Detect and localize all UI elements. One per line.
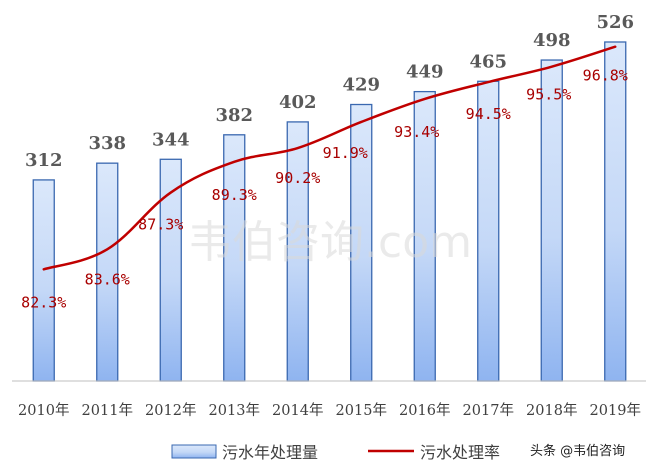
- rate-value-label: 96.8%: [583, 67, 628, 85]
- legend-bar-swatch: [171, 444, 217, 459]
- x-tick-label: 2018年: [526, 402, 577, 419]
- x-tick-label: 2012年: [145, 402, 196, 419]
- bar-value-label: 402: [279, 92, 317, 113]
- bar-value-label: 498: [533, 30, 571, 51]
- x-tick-label: 2015年: [336, 402, 387, 419]
- bar-value-label: 382: [215, 105, 253, 126]
- bar: [604, 41, 627, 382]
- rate-value-label: 94.5%: [466, 105, 511, 123]
- rate-line: [42, 45, 617, 271]
- watermark: 韦伯咨询.com: [188, 217, 472, 268]
- bar-value-label: 465: [469, 51, 507, 72]
- bar-value-label: 429: [342, 75, 380, 96]
- rate-value-labels: 82.3% 83.6% 87.3% 89.3% 90.2%91.9% 93.4% 94.5%…: [21, 67, 628, 312]
- watermark-text: 韦伯咨询.com: [188, 217, 472, 268]
- rate-value-label: 90.2%: [275, 169, 320, 187]
- x-tick-label: 2013年: [209, 402, 260, 419]
- bar-value-label: 338: [88, 133, 126, 154]
- credit-background: [522, 437, 650, 463]
- bar-value-label: 526: [596, 12, 634, 33]
- credit-badge: 头条 @韦伯咨询: [522, 437, 650, 463]
- rate-value-label: 82.3%: [21, 293, 66, 311]
- rate-value-label: 89.3%: [212, 186, 257, 204]
- x-tick-label: 2016年: [399, 402, 450, 419]
- credit-text: 头条 @韦伯咨询: [530, 443, 625, 459]
- bar-value-labels: 312 338 344 382 402 429 449 465 498 526: [25, 12, 634, 171]
- legend: 污水年处理量 污水处理率: [171, 443, 500, 462]
- x-tick-label: 2014年: [272, 402, 323, 419]
- bar: [540, 59, 563, 382]
- x-tick-label: 2010年: [18, 402, 69, 419]
- x-tick-label: 2011年: [82, 402, 133, 419]
- legend-line-label: 污水处理率: [420, 443, 500, 462]
- rate-value-label: 93.4%: [394, 123, 439, 141]
- legend-bar-label: 污水年处理量: [222, 443, 318, 462]
- bar-series: [32, 41, 627, 382]
- bar: [32, 179, 55, 382]
- rate-value-label: 83.6%: [85, 270, 130, 288]
- bar-value-label: 344: [152, 129, 190, 150]
- bar-value-label: 449: [406, 62, 444, 83]
- bar: [477, 80, 500, 382]
- bar-value-label: 312: [25, 150, 63, 171]
- rate-value-label: 91.9%: [323, 144, 368, 162]
- x-tick-label: 2017年: [463, 402, 514, 419]
- x-tick-labels: 2010年 2011年 2012年 2013年 2014年 2015年 2016年 2017年…: [18, 402, 641, 419]
- rate-value-label: 95.5%: [526, 86, 571, 104]
- rate-value-label: 87.3%: [138, 216, 183, 234]
- x-tick-label: 2019年: [590, 402, 641, 419]
